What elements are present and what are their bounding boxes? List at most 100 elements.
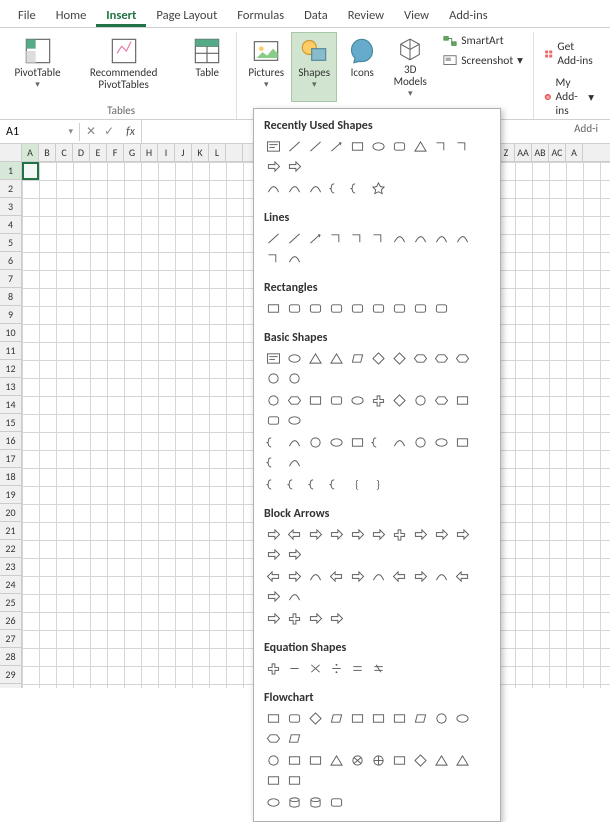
shape-item[interactable] xyxy=(432,525,451,543)
shape-item[interactable] xyxy=(411,137,430,155)
shape-item[interactable] xyxy=(390,751,409,769)
shape-item[interactable] xyxy=(432,433,451,451)
shape-item[interactable] xyxy=(432,299,451,317)
tab-data[interactable]: Data xyxy=(294,4,338,27)
shape-item[interactable] xyxy=(327,229,346,247)
shape-item[interactable] xyxy=(285,411,304,429)
shape-item[interactable] xyxy=(369,709,388,727)
pivottable-button[interactable]: PivotTable ▾ xyxy=(12,32,63,102)
shape-item[interactable]: } xyxy=(369,475,388,493)
shape-item[interactable] xyxy=(327,179,346,197)
tab-view[interactable]: View xyxy=(394,4,439,27)
shape-item[interactable] xyxy=(285,179,304,197)
shape-item[interactable] xyxy=(306,525,325,543)
shape-item[interactable] xyxy=(285,349,304,367)
shape-item[interactable] xyxy=(306,229,325,247)
shape-item[interactable] xyxy=(348,349,367,367)
shape-item[interactable] xyxy=(348,299,367,317)
shape-item[interactable] xyxy=(390,433,409,451)
shape-item[interactable] xyxy=(264,453,283,471)
shape-item[interactable] xyxy=(432,391,451,409)
shape-item[interactable] xyxy=(348,179,367,197)
shape-item[interactable] xyxy=(264,793,283,811)
shape-item[interactable] xyxy=(348,659,367,677)
shape-item[interactable] xyxy=(306,659,325,677)
shape-item[interactable] xyxy=(264,179,283,197)
table-button[interactable]: Table xyxy=(184,32,230,102)
shape-item[interactable] xyxy=(327,567,346,585)
shape-item[interactable] xyxy=(306,299,325,317)
name-box[interactable]: A1▾ xyxy=(0,123,80,141)
shape-item[interactable] xyxy=(306,137,325,155)
shape-item[interactable] xyxy=(285,157,304,175)
shape-item[interactable] xyxy=(411,751,430,769)
shape-item[interactable] xyxy=(453,709,472,727)
shape-item[interactable] xyxy=(285,793,304,811)
cancel-formula-icon[interactable]: ✕ xyxy=(86,124,96,139)
shape-item[interactable] xyxy=(285,545,304,563)
tab-review[interactable]: Review xyxy=(338,4,394,27)
shape-item[interactable] xyxy=(306,391,325,409)
shape-item[interactable] xyxy=(390,567,409,585)
shape-item[interactable] xyxy=(327,349,346,367)
shape-item[interactable] xyxy=(327,391,346,409)
shape-item[interactable] xyxy=(369,433,388,451)
shape-item[interactable] xyxy=(264,433,283,451)
shape-item[interactable] xyxy=(390,709,409,727)
shape-item[interactable] xyxy=(285,587,304,605)
shape-item[interactable] xyxy=(285,369,304,387)
rec-pivottables-button[interactable]: Recommended PivotTables xyxy=(65,32,182,102)
shape-item[interactable] xyxy=(453,349,472,367)
shape-item[interactable] xyxy=(432,229,451,247)
shape-item[interactable] xyxy=(411,709,430,727)
shape-item[interactable] xyxy=(306,433,325,451)
3d-models-button[interactable]: 3D Models ▾ xyxy=(387,32,433,102)
shape-item[interactable] xyxy=(264,609,283,627)
shape-item[interactable] xyxy=(453,137,472,155)
shape-item[interactable] xyxy=(369,349,388,367)
shape-item[interactable] xyxy=(306,567,325,585)
shape-item[interactable] xyxy=(453,751,472,769)
shape-item[interactable] xyxy=(264,391,283,409)
tab-home[interactable]: Home xyxy=(46,4,97,27)
fx-icon[interactable]: fx xyxy=(120,125,141,139)
shape-item[interactable] xyxy=(390,137,409,155)
shape-item[interactable] xyxy=(411,433,430,451)
enter-formula-icon[interactable]: ✓ xyxy=(104,124,114,139)
shape-item[interactable] xyxy=(285,771,304,789)
shape-item[interactable] xyxy=(348,567,367,585)
shape-item[interactable] xyxy=(432,349,451,367)
shape-item[interactable] xyxy=(285,475,304,493)
tab-addins[interactable]: Add-ins xyxy=(439,4,498,27)
shapes-button[interactable]: Shapes ▾ xyxy=(291,32,337,102)
shape-item[interactable] xyxy=(264,475,283,493)
shape-item[interactable] xyxy=(348,525,367,543)
shape-item[interactable] xyxy=(264,299,283,317)
shape-item[interactable] xyxy=(453,567,472,585)
shape-item[interactable] xyxy=(285,659,304,677)
shape-item[interactable] xyxy=(369,525,388,543)
shape-item[interactable] xyxy=(285,709,304,727)
shape-item[interactable] xyxy=(264,137,283,155)
shape-item[interactable] xyxy=(264,369,283,387)
icons-button[interactable]: Icons xyxy=(339,32,385,102)
shape-item[interactable] xyxy=(369,179,388,197)
my-addins-button[interactable]: ⊕ My Add-ins ▾ xyxy=(540,74,598,120)
pictures-button[interactable]: Pictures ▾ xyxy=(243,32,289,102)
shape-item[interactable] xyxy=(453,391,472,409)
select-all-corner[interactable] xyxy=(0,144,22,162)
shape-item[interactable] xyxy=(285,609,304,627)
shape-item[interactable] xyxy=(306,709,325,727)
shape-item[interactable] xyxy=(411,229,430,247)
shape-item[interactable] xyxy=(327,299,346,317)
shape-item[interactable] xyxy=(369,567,388,585)
screenshot-button[interactable]: Screenshot ▾ xyxy=(439,51,527,70)
shape-item[interactable] xyxy=(285,137,304,155)
shape-item[interactable] xyxy=(369,229,388,247)
shape-item[interactable] xyxy=(432,751,451,769)
shape-item[interactable] xyxy=(306,609,325,627)
shape-item[interactable] xyxy=(369,391,388,409)
shape-item[interactable] xyxy=(411,349,430,367)
shape-item[interactable] xyxy=(264,157,283,175)
shape-item[interactable] xyxy=(285,249,304,267)
